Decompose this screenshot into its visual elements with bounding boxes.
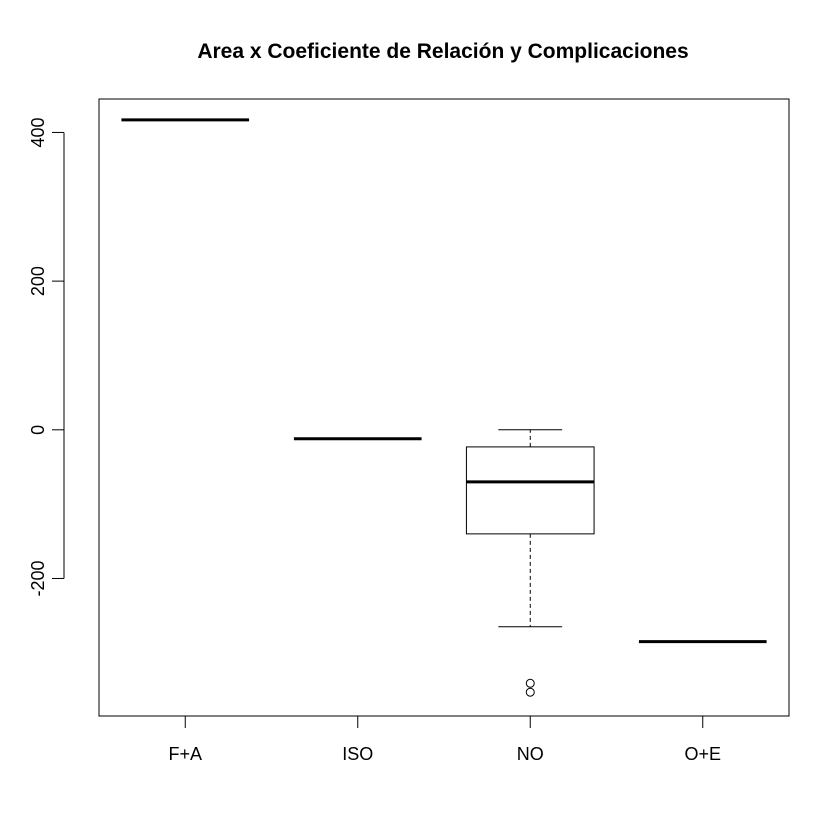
y-tick-label: -200 [28,560,48,596]
y-tick-label: 200 [28,266,48,296]
x-axis: F+A ISO NO O+E [168,715,721,764]
boxes [121,118,767,697]
chart-title: Area x Coeficiente de Relación y Complic… [197,40,688,63]
box-no [465,429,595,697]
x-tick-label: ISO [342,744,373,764]
outlier-point [525,678,535,688]
x-tick-label: O+E [684,744,721,764]
outlier-point [525,687,535,697]
y-tick-label: 0 [28,425,48,435]
box-body [465,446,595,535]
y-tick-label: 400 [28,117,48,147]
x-tick-label: NO [517,744,544,764]
x-tick-label: F+A [168,744,202,764]
y-axis: -200 0 200 400 [28,117,65,596]
